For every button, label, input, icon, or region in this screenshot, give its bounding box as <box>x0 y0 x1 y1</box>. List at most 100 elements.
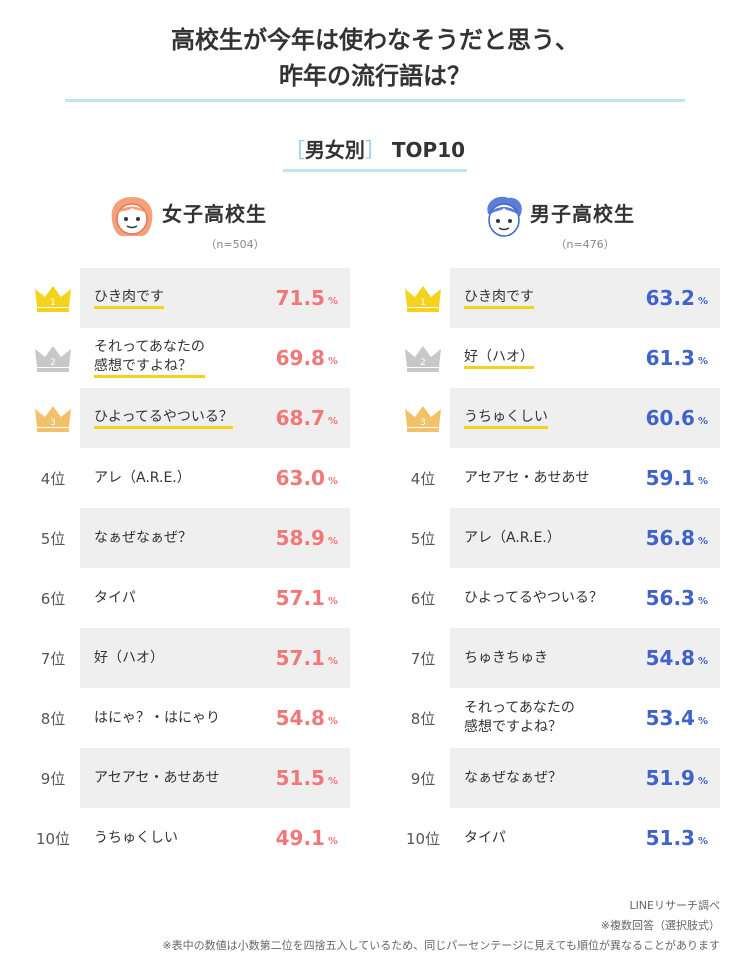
title-divider <box>65 99 685 102</box>
male-item-label: ひき肉です <box>464 268 534 328</box>
male-item-value: 60.6% <box>646 388 708 448</box>
gold-crown-icon: 1 <box>35 286 71 312</box>
rounding-note: ※表中の数値は小数第二位を四捨五入しているため、同じパーセンテージに見えても順位… <box>162 939 720 952</box>
male-value-number: 60.6 <box>645 406 695 430</box>
female-rank: 2 <box>30 328 76 388</box>
female-rank: 9位 <box>40 769 66 788</box>
female-row: 4位 アレ（A.R.E.） 63.0% <box>30 448 350 508</box>
male-row: 1 ひき肉です 63.2% <box>400 268 720 328</box>
male-value-unit: % <box>697 775 708 787</box>
section-subtitle: ［男女別］ TOP10 <box>0 134 750 163</box>
male-value-unit: % <box>697 835 708 847</box>
female-rank: 3 <box>30 388 76 448</box>
female-header: 女子高校生 （n=504） <box>40 194 340 256</box>
female-rank: 6位 <box>40 589 66 608</box>
male-value-number: 61.3 <box>645 346 695 370</box>
gold-crown-icon-number: 1 <box>420 298 426 308</box>
male-value-number: 53.4 <box>645 706 695 730</box>
male-value-unit: % <box>697 295 708 307</box>
male-cell: うちゅくしい 60.6% <box>450 388 720 448</box>
male-item-label: 好（ハオ） <box>464 328 534 388</box>
male-rank: 3 <box>400 388 446 448</box>
female-value-unit: % <box>327 355 338 367</box>
female-value-number: 54.8 <box>275 706 325 730</box>
boy-face-icon <box>487 196 522 237</box>
male-value-number: 51.3 <box>645 826 695 850</box>
female-ranking-table: 1 ひき肉です 71.5% 2 それってあなたの 感想ですよね？ 69.8% 3 ひよってるや… <box>30 268 350 868</box>
silver-crown-icon: 2 <box>35 346 71 372</box>
female-value-number: 51.5 <box>275 766 325 790</box>
male-cell: ひよってるやついる？ 56.3% <box>450 568 720 628</box>
female-value-unit: % <box>327 415 338 427</box>
female-rank: 4位 <box>40 469 66 488</box>
female-item-label: アセアセ・あせあせ <box>94 769 220 786</box>
female-item-label: はにゃ？・はにゃり <box>94 709 220 726</box>
female-item-value: 71.5% <box>276 268 338 328</box>
male-item-label: ちゅきちゅき <box>464 649 548 666</box>
female-row: 6位 タイパ 57.1% <box>30 568 350 628</box>
female-row: 1 ひき肉です 71.5% <box>30 268 350 328</box>
male-value-unit: % <box>697 535 708 547</box>
male-value-number: 56.8 <box>645 526 695 550</box>
male-item-label: ひよってるやついる？ <box>464 589 603 606</box>
male-row: 8位 それってあなたの 感想ですよね？ 53.4% <box>400 688 720 748</box>
male-cell: ちゅきちゅき 54.8% <box>450 628 720 688</box>
male-value-unit: % <box>697 475 708 487</box>
female-cell: タイパ 57.1% <box>80 568 350 628</box>
silver-crown-icon-number: 2 <box>50 358 56 368</box>
male-title: 男子高校生 <box>530 202 635 226</box>
male-item-label: アレ（A.R.E.） <box>464 529 561 546</box>
male-item-label: タイパ <box>464 829 506 846</box>
male-item-value: 56.3% <box>646 568 708 628</box>
female-value-number: 58.9 <box>275 526 325 550</box>
female-cell: アセアセ・あせあせ 51.5% <box>80 748 350 808</box>
female-row: 9位 アセアセ・あせあせ 51.5% <box>30 748 350 808</box>
male-value-unit: % <box>697 355 708 367</box>
female-value-unit: % <box>327 835 338 847</box>
female-item-value: 49.1% <box>276 808 338 868</box>
male-item-value: 59.1% <box>646 448 708 508</box>
male-item-value: 54.8% <box>646 628 708 688</box>
female-value-number: 71.5 <box>275 286 325 310</box>
female-row: 2 それってあなたの 感想ですよね？ 69.8% <box>30 328 350 388</box>
male-item-label: アセアセ・あせあせ <box>464 469 590 486</box>
male-item-label: なぁぜなぁぜ？ <box>464 769 562 786</box>
male-cell: ひき肉です 63.2% <box>450 268 720 328</box>
female-row: 10位 うちゅくしい 49.1% <box>30 808 350 868</box>
title-line-2: 昨年の流行語は？ <box>279 62 471 90</box>
male-rank: 5位 <box>410 529 436 548</box>
female-value-unit: % <box>327 775 338 787</box>
female-item-value: 51.5% <box>276 748 338 808</box>
female-row: 8位 はにゃ？・はにゃり 54.8% <box>30 688 350 748</box>
female-value-unit: % <box>327 655 338 667</box>
female-item-label: タイパ <box>94 589 136 606</box>
female-item-label: なぁぜなぁぜ？ <box>94 529 192 546</box>
female-cell: ひき肉です 71.5% <box>80 268 350 328</box>
male-rank: 9位 <box>410 769 436 788</box>
male-item-value: 63.2% <box>646 268 708 328</box>
female-cell: うちゅくしい 49.1% <box>80 808 350 868</box>
male-cell: 好（ハオ） 61.3% <box>450 328 720 388</box>
subtitle-bracket-close: ］ <box>364 138 385 162</box>
female-rank: 5位 <box>40 529 66 548</box>
female-rank: 8位 <box>40 709 66 728</box>
female-row: 3 ひよってるやついる？ 68.7% <box>30 388 350 448</box>
male-n: （n=476） <box>555 238 615 251</box>
male-row: 6位 ひよってるやついる？ 56.3% <box>400 568 720 628</box>
female-item-label: アレ（A.R.E.） <box>94 469 191 486</box>
female-value-unit: % <box>327 595 338 607</box>
female-item-value: 58.9% <box>276 508 338 568</box>
male-row: 7位 ちゅきちゅき 54.8% <box>400 628 720 688</box>
female-n: （n=504） <box>205 238 265 251</box>
bronze-crown-icon-number: 3 <box>50 418 56 428</box>
male-cell: なぁぜなぁぜ？ 51.9% <box>450 748 720 808</box>
female-item-label: ひき肉です <box>94 268 164 328</box>
male-row: 2 好（ハオ） 61.3% <box>400 328 720 388</box>
female-item-label: ひよってるやついる？ <box>94 388 233 448</box>
male-rank: 6位 <box>410 589 436 608</box>
male-item-value: 53.4% <box>646 688 708 748</box>
female-cell: ひよってるやついる？ 68.7% <box>80 388 350 448</box>
female-title: 女子高校生 <box>162 202 267 226</box>
female-value-number: 68.7 <box>275 406 325 430</box>
male-item-value: 51.9% <box>646 748 708 808</box>
